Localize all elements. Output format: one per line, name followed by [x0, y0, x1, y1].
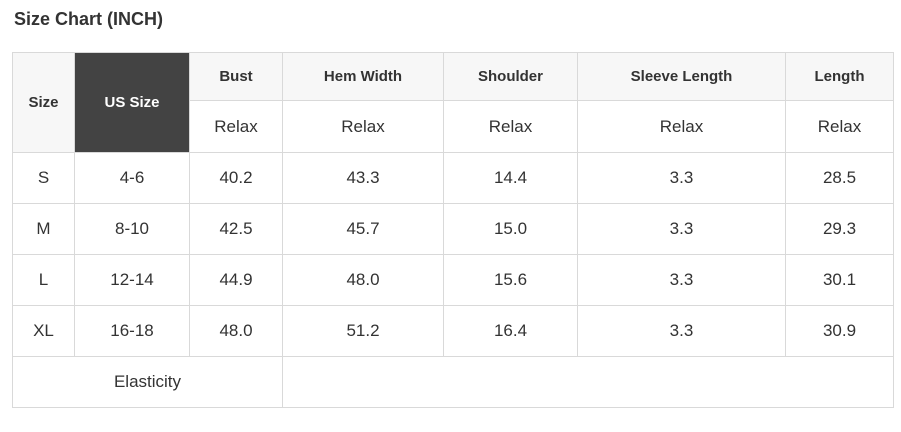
fit-cell-bust: Relax: [189, 100, 283, 153]
fit-cell-hem-width: Relax: [282, 100, 444, 153]
size-cell: L: [12, 254, 75, 306]
length-cell: 30.1: [785, 254, 894, 306]
elasticity-value-cell: [282, 356, 894, 408]
bust-cell: 44.9: [189, 254, 283, 306]
fit-cell-sleeve-length: Relax: [577, 100, 786, 153]
column-header-sleeve-length: Sleeve Length: [577, 52, 786, 101]
us-size-cell: 4-6: [74, 152, 190, 204]
column-header-size: Size: [12, 52, 75, 153]
hem-width-cell: 51.2: [282, 305, 444, 357]
page-title: Size Chart (INCH): [14, 9, 164, 29]
fit-cell-shoulder: Relax: [443, 100, 578, 153]
fit-cell-length: Relax: [785, 100, 894, 153]
size-cell: XL: [12, 305, 75, 357]
fit-row: Relax Relax Relax Relax Relax: [13, 100, 894, 153]
us-size-cell: 8-10: [74, 203, 190, 255]
elasticity-label-cell: Elasticity: [12, 356, 283, 408]
sleeve-length-cell: 3.3: [577, 305, 786, 357]
sleeve-length-cell: 3.3: [577, 203, 786, 255]
column-header-hem-width: Hem Width: [282, 52, 444, 101]
shoulder-cell: 15.6: [443, 254, 578, 306]
hem-width-cell: 43.3: [282, 152, 444, 204]
us-size-cell: 12-14: [74, 254, 190, 306]
elasticity-row: Elasticity: [12, 356, 894, 408]
table-row-xl: XL 16-18 48.0 51.2 16.4 3.3 30.9: [12, 305, 894, 357]
size-cell: S: [12, 152, 75, 204]
table-row-l: L 12-14 44.9 48.0 15.6 3.3 30.1: [12, 254, 894, 306]
sleeve-length-cell: 3.3: [577, 152, 786, 204]
length-cell: 29.3: [785, 203, 894, 255]
sleeve-length-cell: 3.3: [577, 254, 786, 306]
size-cell: M: [12, 203, 75, 255]
table-row-m: M 8-10 42.5 45.7 15.0 3.3 29.3: [12, 203, 894, 255]
bust-cell: 42.5: [189, 203, 283, 255]
shoulder-cell: 15.0: [443, 203, 578, 255]
bust-cell: 48.0: [189, 305, 283, 357]
column-header-shoulder: Shoulder: [443, 52, 578, 101]
length-cell: 28.5: [785, 152, 894, 204]
column-header-us-size: US Size: [74, 52, 190, 153]
us-size-cell: 16-18: [74, 305, 190, 357]
hem-width-cell: 45.7: [282, 203, 444, 255]
column-header-bust: Bust: [189, 52, 283, 101]
table-row-s: S 4-6 40.2 43.3 14.4 3.3 28.5: [12, 152, 894, 204]
hem-width-cell: 48.0: [282, 254, 444, 306]
shoulder-cell: 16.4: [443, 305, 578, 357]
length-cell: 30.9: [785, 305, 894, 357]
size-chart-table: Size US Size Bust Hem Width Shoulder Sle…: [12, 52, 894, 408]
bust-cell: 40.2: [189, 152, 283, 204]
header-row: Size US Size Bust Hem Width Shoulder Sle…: [12, 52, 894, 153]
shoulder-cell: 14.4: [443, 152, 578, 204]
column-header-length: Length: [785, 52, 894, 101]
